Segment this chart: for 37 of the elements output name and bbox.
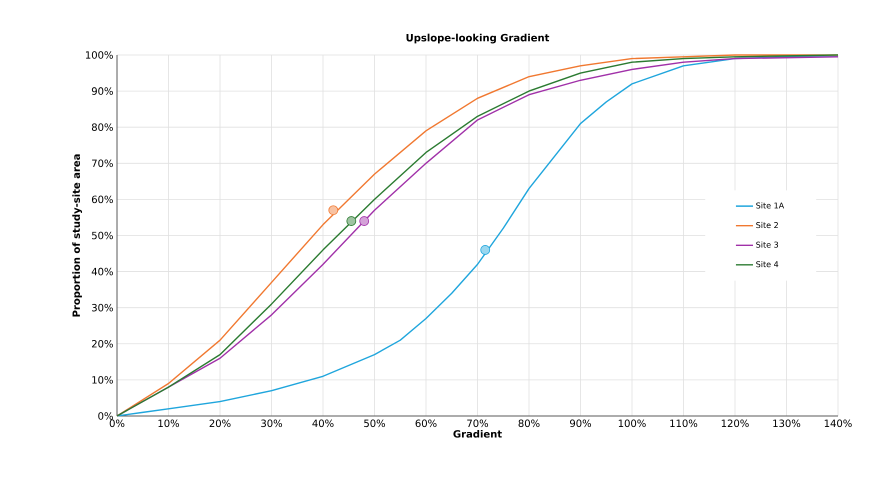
y-tick-label: 90% — [92, 87, 113, 95]
x-tick-label: 90% — [570, 420, 592, 428]
y-axis-title: Proportion of study-site area — [72, 154, 82, 316]
x-tick-label: 50% — [364, 420, 386, 428]
point — [328, 205, 338, 216]
chart-title: Upslope-looking Gradient — [406, 34, 550, 44]
y-tick-label: 50% — [92, 232, 113, 240]
x-tick-label: 120% — [722, 420, 749, 428]
x-tick-label: 110% — [670, 420, 698, 428]
y-tick-label: 100% — [86, 51, 113, 59]
x-tick-label: 130% — [773, 420, 800, 428]
x-tick-label: 40% — [312, 420, 334, 428]
x-tick-label: 20% — [210, 420, 231, 428]
y-tick-label: 10% — [92, 376, 113, 384]
x-tick-label: 10% — [158, 420, 180, 428]
x-tick-label: 60% — [416, 420, 437, 428]
x-tick-label: 80% — [518, 420, 540, 428]
y-tick-label: 70% — [92, 159, 113, 168]
legend-label: Site 3 — [756, 241, 778, 248]
y-tick-label: 30% — [92, 304, 113, 312]
point — [480, 245, 490, 255]
legend-label: Site 2 — [756, 222, 778, 228]
point — [346, 216, 356, 226]
point — [359, 216, 370, 226]
legend-label: Site 4 — [756, 261, 778, 268]
y-tick-label: 40% — [92, 268, 113, 276]
y-tick-label: 60% — [92, 196, 113, 204]
x-axis-title: Gradient — [453, 430, 502, 438]
x-tick-label: 140% — [824, 420, 852, 428]
x-tick-label: 0% — [110, 420, 124, 428]
x-tick-label: 30% — [261, 420, 282, 428]
x-tick-label: 70% — [467, 420, 488, 428]
y-tick-label: 20% — [92, 340, 113, 348]
y-tick-label: 0% — [98, 412, 113, 420]
legend-label: Site 1A — [756, 202, 784, 209]
x-tick-label: 100% — [618, 420, 646, 428]
y-tick-label: 80% — [92, 123, 113, 131]
